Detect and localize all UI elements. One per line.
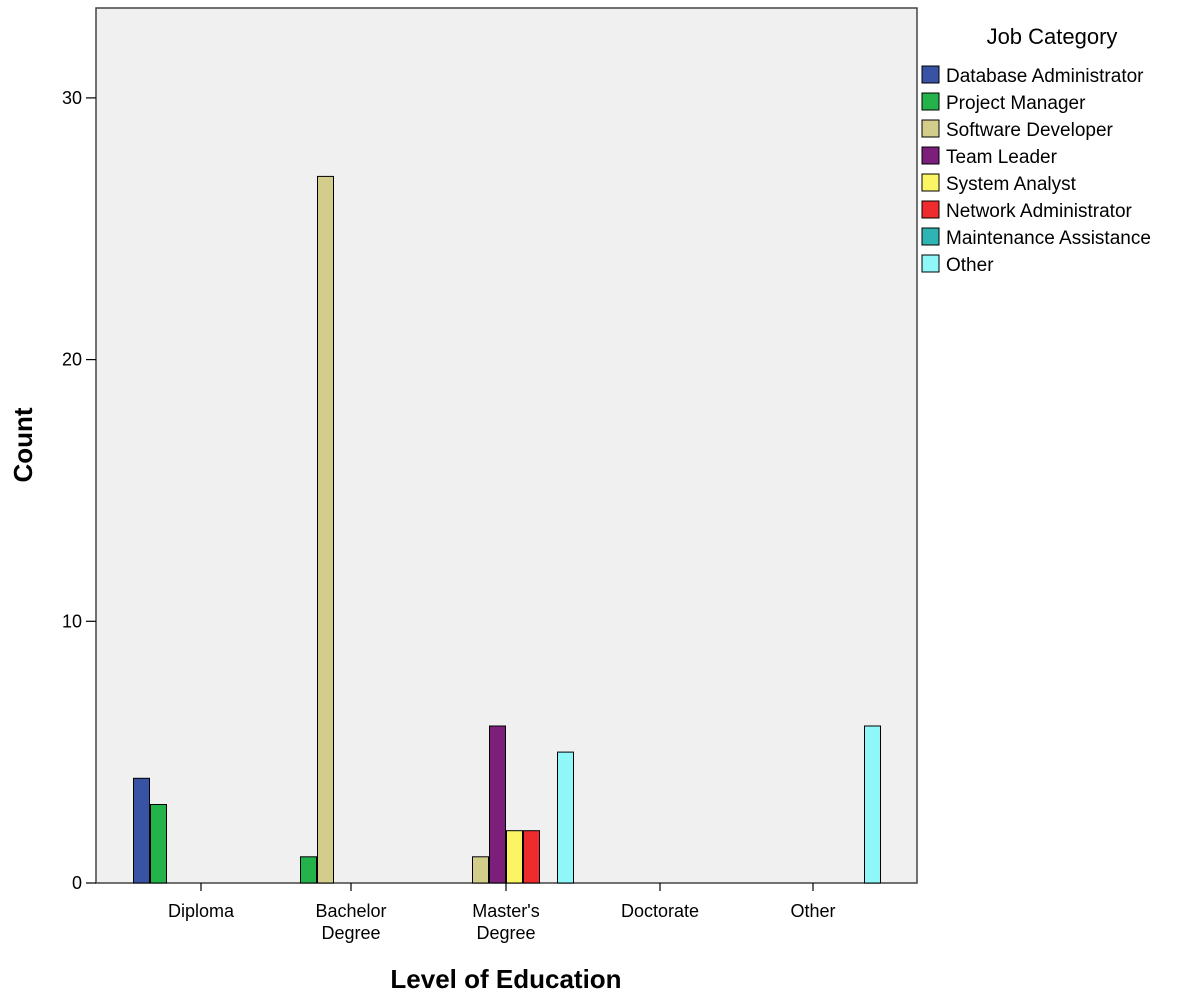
bar <box>300 856 317 884</box>
legend-swatch <box>921 200 940 219</box>
bar <box>864 725 881 884</box>
legend-swatch <box>921 173 940 192</box>
x-tick-label: Master's Degree <box>472 901 539 943</box>
x-axis: Diploma Bachelor Degree Master's Degree Docto… <box>168 883 836 943</box>
y-axis: 0 10 20 30 <box>62 88 96 893</box>
bar <box>506 830 523 884</box>
legend-label: Project Manager <box>946 93 1086 114</box>
legend-label: Software Developer <box>946 120 1114 141</box>
legend-swatch <box>921 254 940 273</box>
y-tick-label: 0 <box>72 873 82 893</box>
legend-label: Database Administrator <box>946 66 1144 87</box>
y-tick-label: 20 <box>62 350 82 370</box>
bar <box>133 777 150 884</box>
y-tick-label: 30 <box>62 88 82 108</box>
legend-swatch <box>921 227 940 246</box>
bar <box>489 725 506 884</box>
legend-swatch <box>921 146 940 165</box>
x-axis-title: Level of Education <box>390 964 621 994</box>
plot-area <box>95 7 918 884</box>
bar <box>523 830 540 884</box>
x-tick-label: Doctorate <box>621 901 699 921</box>
legend-title: Job Category <box>987 24 1118 49</box>
legend-label: Maintenance Assistance <box>946 228 1151 249</box>
bar <box>557 751 574 884</box>
x-tick-label: Diploma <box>168 901 235 921</box>
legend-swatch <box>921 65 940 84</box>
bars-group <box>133 175 881 884</box>
x-tick-label: Other <box>790 901 835 921</box>
y-tick-label: 10 <box>62 611 82 631</box>
legend-swatch <box>921 119 940 138</box>
y-axis-title: Count <box>8 407 38 482</box>
legend-swatch <box>921 92 940 111</box>
legend-label: Team Leader <box>946 147 1058 168</box>
legend-label: Network Administrator <box>946 201 1133 222</box>
bar <box>150 804 167 884</box>
legend-label: System Analyst <box>946 174 1077 195</box>
legend-label: Other <box>946 255 994 276</box>
legend: Job Category Database Administrator Proje… <box>921 24 1151 276</box>
bar <box>317 175 334 884</box>
bar <box>472 856 489 884</box>
x-tick-label: Bachelor Degree <box>315 901 386 943</box>
